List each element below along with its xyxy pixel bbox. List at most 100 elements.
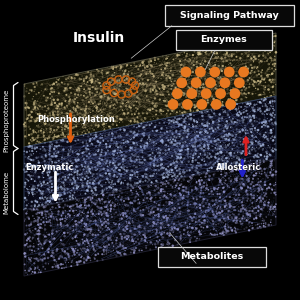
Point: [27, 141, 32, 146]
Point: [115, 236, 119, 240]
Point: [50, 82, 55, 87]
Point: [226, 42, 231, 47]
Point: [193, 228, 198, 232]
Point: [67, 254, 72, 259]
Point: [95, 160, 100, 165]
Point: [49, 188, 54, 193]
Point: [62, 190, 67, 194]
Point: [85, 154, 89, 159]
Point: [184, 185, 188, 190]
Point: [132, 248, 137, 253]
Point: [226, 78, 231, 82]
Point: [118, 81, 122, 86]
Point: [268, 100, 272, 104]
Point: [235, 88, 240, 93]
Point: [222, 122, 227, 127]
Point: [224, 201, 228, 206]
Point: [147, 139, 152, 144]
Point: [272, 147, 277, 152]
Point: [122, 158, 127, 162]
Point: [121, 159, 126, 164]
Point: [101, 112, 106, 117]
Point: [206, 74, 210, 79]
Point: [50, 182, 54, 187]
Point: [227, 151, 232, 156]
Point: [125, 182, 130, 187]
Point: [67, 190, 72, 194]
Point: [132, 209, 137, 214]
Point: [80, 249, 85, 254]
Point: [262, 118, 267, 122]
Point: [25, 101, 30, 106]
Point: [272, 108, 276, 112]
Point: [266, 203, 271, 208]
Point: [41, 135, 46, 140]
Point: [151, 161, 156, 166]
Point: [165, 191, 170, 196]
Point: [47, 170, 52, 175]
Point: [74, 170, 78, 175]
Point: [78, 220, 83, 224]
Point: [102, 91, 107, 96]
Point: [263, 120, 268, 125]
Point: [268, 220, 273, 225]
Point: [84, 146, 88, 151]
Point: [191, 81, 196, 86]
Point: [107, 113, 112, 118]
Point: [39, 222, 44, 226]
Point: [28, 88, 32, 92]
Point: [203, 50, 208, 55]
Point: [143, 239, 148, 244]
Point: [189, 176, 194, 181]
Point: [58, 221, 63, 226]
Point: [26, 144, 31, 149]
Point: [272, 69, 276, 74]
Point: [93, 233, 98, 238]
Point: [146, 136, 151, 141]
Point: [128, 119, 133, 124]
Point: [130, 247, 134, 252]
Point: [149, 195, 154, 200]
Point: [264, 134, 268, 139]
Point: [250, 82, 255, 87]
Point: [50, 100, 54, 105]
Point: [251, 107, 256, 112]
Point: [29, 177, 34, 182]
Point: [136, 193, 141, 197]
Point: [141, 198, 146, 203]
Point: [207, 135, 212, 140]
Point: [248, 162, 253, 167]
Point: [118, 241, 122, 245]
Point: [62, 82, 67, 86]
Point: [57, 112, 62, 117]
Point: [69, 113, 74, 118]
Point: [193, 105, 197, 110]
Point: [207, 53, 212, 58]
Point: [68, 109, 73, 114]
Point: [164, 63, 169, 68]
Point: [66, 118, 71, 123]
Point: [177, 186, 182, 191]
Point: [121, 137, 126, 142]
Point: [68, 85, 73, 90]
Point: [55, 166, 60, 170]
Point: [125, 72, 130, 77]
Point: [234, 50, 239, 54]
Point: [226, 143, 231, 148]
Point: [111, 67, 116, 71]
Point: [193, 148, 198, 152]
Point: [252, 217, 256, 221]
Point: [27, 236, 32, 241]
Point: [158, 187, 163, 192]
Point: [33, 119, 38, 124]
Point: [37, 226, 42, 230]
Point: [183, 57, 188, 62]
Point: [272, 154, 277, 159]
Point: [199, 215, 204, 220]
Point: [110, 73, 115, 78]
Point: [190, 173, 195, 178]
Point: [196, 134, 200, 138]
Point: [152, 74, 156, 79]
Point: [273, 172, 278, 177]
Point: [158, 150, 163, 155]
